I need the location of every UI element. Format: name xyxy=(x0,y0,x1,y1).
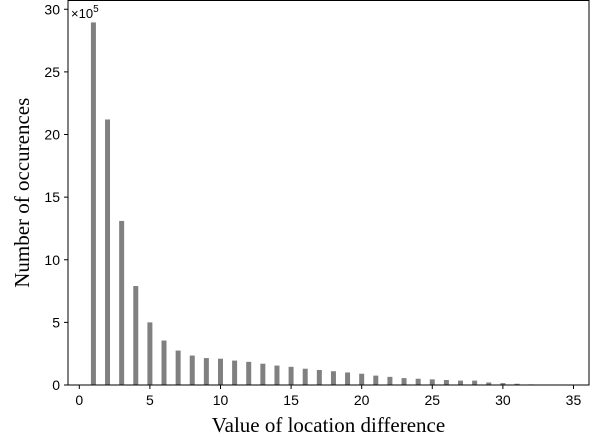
bar-23 xyxy=(401,378,407,385)
y-tick-label-0: 0 xyxy=(52,377,60,393)
y-tick-label-30: 30 xyxy=(44,1,60,17)
bar-4 xyxy=(133,286,139,385)
bar-21 xyxy=(373,375,379,385)
bar-22 xyxy=(387,376,393,385)
bars-group xyxy=(90,22,534,385)
bar-10 xyxy=(217,358,223,385)
x-tick-label-5: 5 xyxy=(146,392,154,408)
bar-28 xyxy=(472,380,478,385)
bar-16 xyxy=(302,368,308,385)
bar-8 xyxy=(189,355,195,385)
y-multiplier-base: ×10 xyxy=(71,6,93,21)
y-tick-label-15: 15 xyxy=(44,189,60,205)
x-tick-label-35: 35 xyxy=(566,392,582,408)
bar-11 xyxy=(232,360,238,385)
x-tick-label-25: 25 xyxy=(424,392,440,408)
bar-7 xyxy=(175,350,181,385)
x-axis-label: Value of location difference xyxy=(212,413,445,437)
bar-31 xyxy=(514,383,520,385)
bar-18 xyxy=(330,371,336,385)
x-axis-ticks: 0 5 10 15 20 25 30 35 xyxy=(75,385,581,408)
bar-29 xyxy=(486,382,492,385)
bar-14 xyxy=(274,365,280,385)
bar-12 xyxy=(246,361,252,385)
y-tick-label-20: 20 xyxy=(44,127,60,143)
plot-frame xyxy=(67,0,590,386)
bar-19 xyxy=(345,372,351,385)
y-multiplier-exponent: 5 xyxy=(93,4,99,15)
y-tick-label-5: 5 xyxy=(52,314,60,330)
bar-17 xyxy=(316,369,322,385)
x-tick-label-20: 20 xyxy=(354,392,370,408)
bar-2 xyxy=(105,119,111,385)
bar-15 xyxy=(288,366,294,385)
bar-9 xyxy=(203,358,209,385)
y-axis-ticks: 0 5 10 15 20 25 30 xyxy=(44,1,68,393)
x-tick-label-0: 0 xyxy=(75,392,83,408)
x-tick-label-15: 15 xyxy=(283,392,299,408)
bar-24 xyxy=(415,378,421,385)
y-tick-label-25: 25 xyxy=(44,64,60,80)
bar-30 xyxy=(500,383,506,385)
bar-13 xyxy=(260,363,266,385)
y-axis-multiplier: ×105 xyxy=(71,4,99,21)
bar-26 xyxy=(443,379,449,385)
bar-3 xyxy=(119,220,125,385)
x-tick-label-30: 30 xyxy=(495,392,511,408)
y-tick-label-10: 10 xyxy=(44,252,60,268)
bar-6 xyxy=(161,340,167,385)
x-tick-label-10: 10 xyxy=(213,392,229,408)
bar-5 xyxy=(147,322,153,385)
bar-20 xyxy=(359,373,365,385)
bar-25 xyxy=(429,379,435,385)
y-axis-label: Number of occurences xyxy=(10,98,34,288)
bar-1 xyxy=(90,22,96,385)
bar-27 xyxy=(458,380,464,385)
